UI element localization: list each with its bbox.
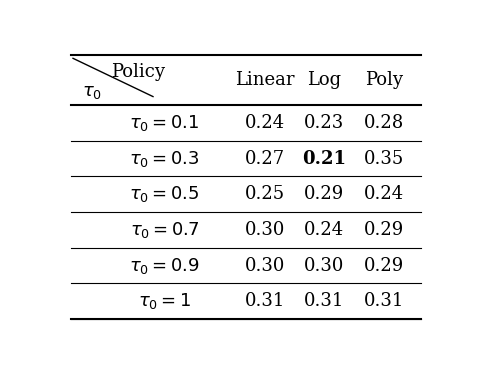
Text: $\tau_0 = 0.5$: $\tau_0 = 0.5$ (129, 184, 199, 204)
Text: Poly: Poly (365, 71, 403, 89)
Text: $\tau_0 = 0.1$: $\tau_0 = 0.1$ (129, 113, 199, 133)
Text: 0.25: 0.25 (244, 185, 285, 203)
Text: $\tau_0 = 0.7$: $\tau_0 = 0.7$ (130, 220, 199, 240)
Text: 0.21: 0.21 (302, 149, 346, 167)
Text: 0.31: 0.31 (244, 292, 285, 310)
Text: 0.23: 0.23 (304, 114, 344, 132)
Text: $\tau_0 = 0.3$: $\tau_0 = 0.3$ (129, 149, 200, 169)
Text: 0.29: 0.29 (363, 256, 404, 275)
Text: Linear: Linear (235, 71, 294, 89)
Text: 0.29: 0.29 (304, 185, 344, 203)
Text: 0.30: 0.30 (244, 221, 285, 239)
Text: 0.28: 0.28 (363, 114, 404, 132)
Text: Policy: Policy (111, 63, 165, 81)
Text: Log: Log (307, 71, 341, 89)
Text: 0.30: 0.30 (244, 256, 285, 275)
Text: 0.24: 0.24 (244, 114, 285, 132)
Text: 0.35: 0.35 (363, 149, 404, 167)
Text: 0.31: 0.31 (363, 292, 404, 310)
Text: 0.24: 0.24 (304, 221, 344, 239)
Text: 0.31: 0.31 (304, 292, 344, 310)
Text: 0.27: 0.27 (244, 149, 285, 167)
Text: $\tau_0 = 0.9$: $\tau_0 = 0.9$ (129, 255, 200, 276)
Text: 0.29: 0.29 (363, 221, 404, 239)
Text: $\tau_0 = 1$: $\tau_0 = 1$ (138, 291, 191, 311)
Text: 0.30: 0.30 (304, 256, 344, 275)
Text: 0.24: 0.24 (363, 185, 404, 203)
Text: $\tau_0$: $\tau_0$ (83, 83, 102, 101)
